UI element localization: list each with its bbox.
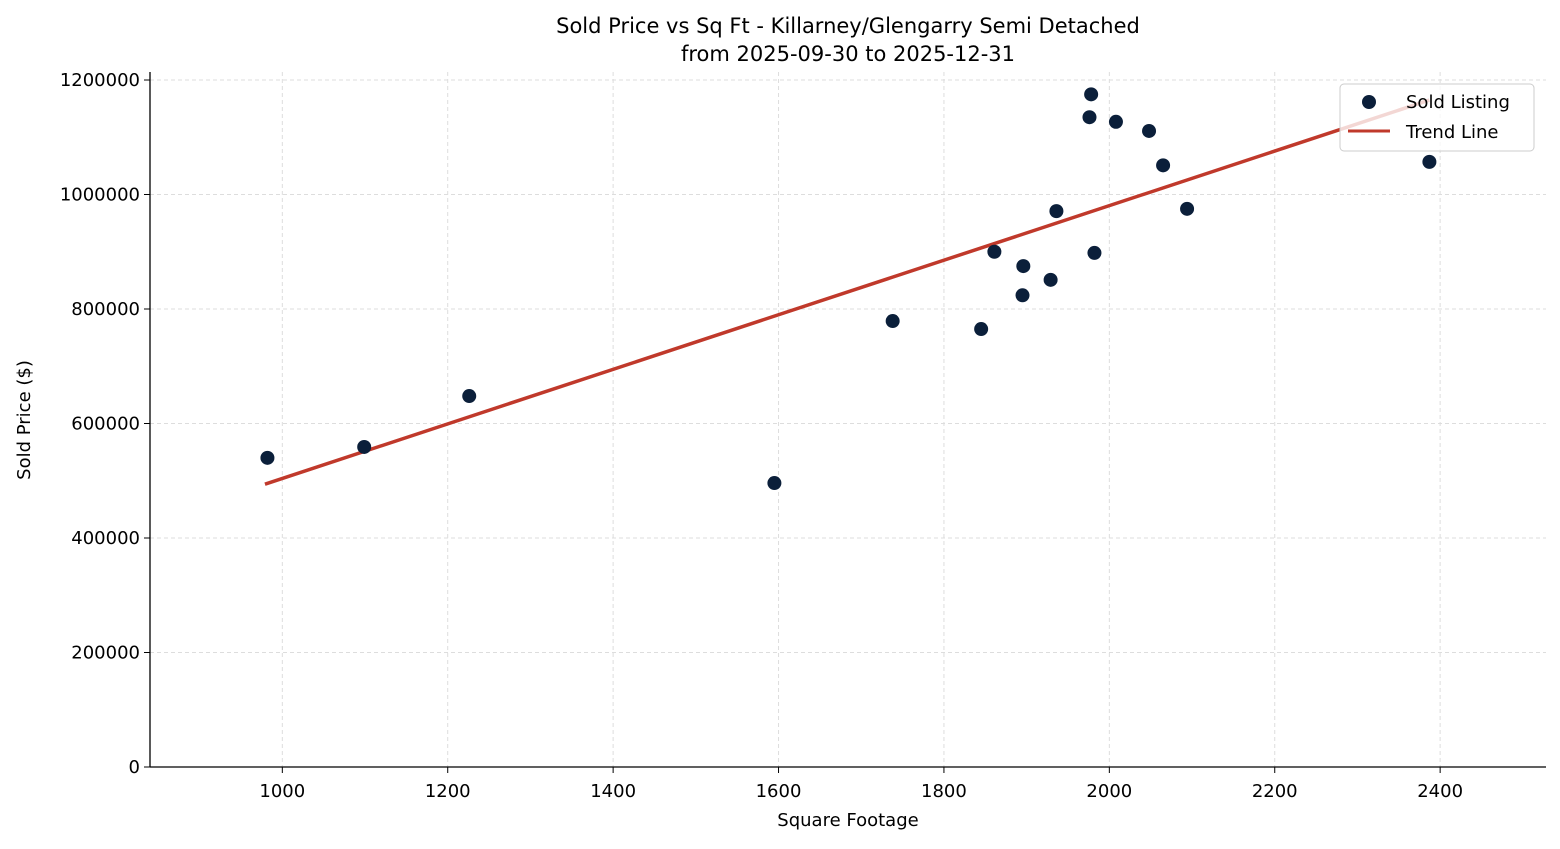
- legend-marker-sold-listing: [1362, 95, 1376, 109]
- grid: [150, 72, 1546, 768]
- data-point: [1180, 201, 1195, 216]
- x-axis-label: Square Footage: [777, 810, 918, 831]
- data-point: [1082, 110, 1097, 125]
- x-tick-label: 2200: [1252, 781, 1298, 802]
- chart-title: Sold Price vs Sq Ft - Killarney/Glengarr…: [556, 14, 1140, 38]
- data-point: [987, 244, 1002, 259]
- data-point: [1043, 272, 1058, 287]
- legend-label-sold-listing: Sold Listing: [1406, 92, 1510, 113]
- data-point: [1084, 87, 1099, 102]
- x-tick-label: 2400: [1417, 781, 1463, 802]
- data-point: [1049, 204, 1064, 219]
- y-tick-label: 600000: [71, 414, 140, 435]
- data-point: [767, 476, 782, 491]
- y-axis-label: Sold Price ($): [14, 360, 35, 480]
- x-tick-label: 1600: [756, 781, 802, 802]
- data-point: [462, 389, 477, 404]
- chart-subtitle: from 2025-09-30 to 2025-12-31: [681, 42, 1015, 66]
- y-tick-label: 800000: [71, 299, 140, 320]
- y-tick-label: 1000000: [60, 185, 140, 206]
- data-point: [1422, 154, 1437, 169]
- data-point: [1156, 158, 1171, 173]
- data-point: [1087, 245, 1102, 260]
- marks: [260, 87, 1437, 491]
- data-point: [1108, 114, 1123, 129]
- x-tick-label: 1000: [259, 781, 305, 802]
- data-point: [1142, 123, 1157, 138]
- data-point: [1015, 288, 1030, 303]
- data-point: [885, 314, 900, 329]
- y-tick-label: 200000: [71, 643, 140, 664]
- x-tick-label: 2000: [1086, 781, 1132, 802]
- legend: Sold Listing Trend Line: [1339, 83, 1535, 152]
- x-tick-label: 1800: [921, 781, 967, 802]
- axes: 1000 1200 1400 1600 1800 2000 2200 2400 0 200000 4…: [60, 70, 1546, 802]
- y-tick-label: 400000: [71, 528, 140, 549]
- x-tick-label: 1400: [590, 781, 636, 802]
- legend-label-trend-line: Trend Line: [1405, 122, 1499, 143]
- y-tick-label: 1200000: [60, 70, 140, 91]
- trend-line: [264, 98, 1430, 486]
- data-point: [974, 322, 989, 337]
- y-tick-label: 0: [129, 757, 140, 778]
- data-point: [1016, 259, 1031, 274]
- data-point: [357, 439, 372, 454]
- x-tick-label: 1200: [425, 781, 471, 802]
- data-point: [260, 450, 275, 465]
